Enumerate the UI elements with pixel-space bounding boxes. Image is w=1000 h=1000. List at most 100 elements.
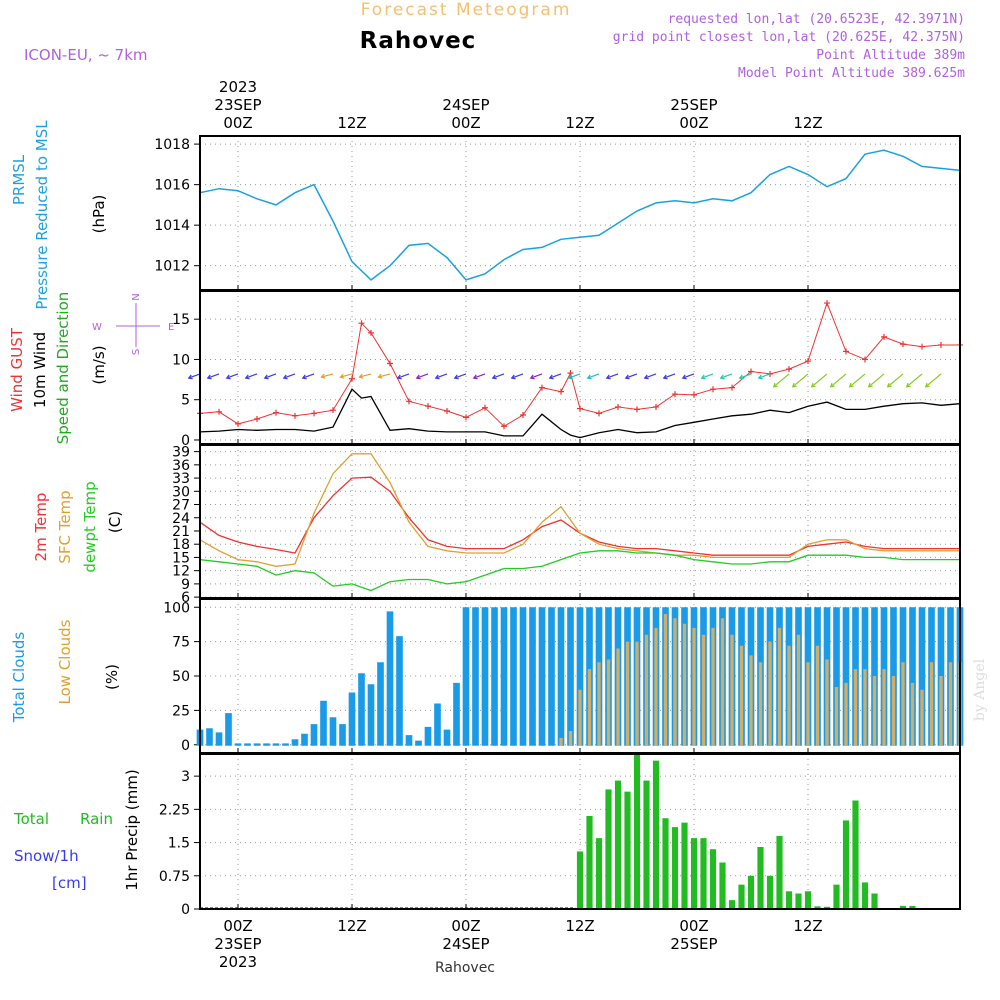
grid-point-coords: grid point closest lon,lat (20.625E, 42.… xyxy=(613,30,965,45)
gust-point xyxy=(349,375,355,382)
temp-unit: (C) xyxy=(106,511,124,533)
y-tick-label: 39 xyxy=(172,445,190,461)
low-clouds-bar xyxy=(853,669,858,746)
wind-arrow-head xyxy=(415,374,421,380)
precip-bar xyxy=(595,838,603,909)
precip-bar xyxy=(700,838,707,909)
gust-point xyxy=(596,410,602,417)
top-axis-label: 12Z xyxy=(565,114,594,132)
wind-arrow-head xyxy=(848,382,854,388)
wind-direction-arrow xyxy=(435,373,448,379)
y-tick-label: 1016 xyxy=(154,178,190,194)
wind-direction-arrow xyxy=(849,373,866,388)
precip-bar xyxy=(719,862,726,909)
bottom-axis-label: 23SEP xyxy=(214,935,261,953)
precip-bar xyxy=(662,818,669,909)
precip-bar xyxy=(728,900,736,909)
wind-arrow-head xyxy=(681,374,687,380)
precip-bar xyxy=(899,905,907,909)
wind-arrow-head xyxy=(282,374,288,380)
y-tick-label: 12 xyxy=(172,564,190,580)
wind-arrow-head xyxy=(719,374,725,380)
y-tick-label: 0 xyxy=(181,902,190,918)
top-axis-label: 00Z xyxy=(679,114,708,132)
wind-gust-label: Wind GUST xyxy=(8,327,26,412)
total-clouds-bar xyxy=(909,607,916,746)
wind-direction-arrow xyxy=(511,373,524,379)
wind-direction-arrow xyxy=(454,373,467,379)
model-point-altitude: Model Point Altitude 389.625m xyxy=(738,66,965,81)
wind-arrow-head xyxy=(434,374,440,380)
gust-point xyxy=(368,329,374,336)
compass-n: N xyxy=(131,293,142,300)
low-clouds-bar xyxy=(825,659,829,746)
wind-arrow-head xyxy=(510,374,516,380)
wind-direction-arrow xyxy=(606,373,619,379)
precip-bar xyxy=(776,835,783,909)
precip-snow-label: Snow/1h xyxy=(14,847,79,865)
wind-arrow-head xyxy=(643,374,649,380)
total-clouds-bar xyxy=(405,735,413,746)
gust-point xyxy=(938,341,944,348)
temp-sfc-label: SFC Temp xyxy=(56,490,74,563)
low-clouds-bar xyxy=(749,655,753,746)
wind-arrow-head xyxy=(605,374,611,380)
gust-point xyxy=(273,409,279,416)
wind-arrow-head xyxy=(491,374,497,380)
low-clouds-bar xyxy=(625,641,630,746)
y-tick-label: 36 xyxy=(172,458,190,474)
low-clouds-bar xyxy=(891,676,896,746)
low-clouds-bar xyxy=(606,659,611,746)
total-clouds-bar xyxy=(567,607,574,746)
wind-arrow-head xyxy=(867,382,873,388)
wind-direction-arrow xyxy=(644,373,657,379)
precip-rain-label: Rain xyxy=(80,810,113,828)
total-clouds-bar xyxy=(453,682,460,746)
wind-direction-arrow xyxy=(245,373,258,379)
wind-arrow-head xyxy=(225,374,231,380)
precip-bar xyxy=(823,906,831,909)
low-clouds-bar xyxy=(844,682,848,746)
total-clouds-bar xyxy=(377,662,384,746)
total-clouds-bar xyxy=(842,607,850,746)
wind-arrow-head xyxy=(263,374,269,380)
precip-bar xyxy=(804,891,812,909)
precip-bar xyxy=(614,780,622,909)
wind-direction-arrow xyxy=(792,373,809,388)
gust-point xyxy=(520,412,526,419)
gust-point xyxy=(482,404,488,411)
total-clouds-bar xyxy=(348,692,356,746)
total-clouds-bar xyxy=(472,607,479,746)
low-clouds-bar xyxy=(635,641,639,746)
y-tick-label: 1014 xyxy=(154,218,190,234)
y-tick-label: 21 xyxy=(172,524,190,540)
gust-point xyxy=(425,403,431,410)
wind-arrow-head xyxy=(624,374,630,380)
temp-2m-label: 2m Temp xyxy=(32,493,50,562)
total-clouds-bar xyxy=(386,611,394,746)
wind-direction-arrow xyxy=(811,373,828,388)
gust-point xyxy=(767,370,773,377)
precip-total-label: Total xyxy=(13,810,49,828)
header: Forecast Meteogram Rahovec ICON-EU, ~ 7k… xyxy=(24,0,965,81)
compass-s: S xyxy=(131,349,142,355)
gust-point xyxy=(558,388,564,395)
low-clouds-bar xyxy=(711,627,715,746)
total-clouds-bar xyxy=(576,607,584,746)
wind-arrow-head xyxy=(586,374,592,380)
precip-axis-label: 1hr Precip (mm) xyxy=(123,769,141,890)
wind-direction-arrow xyxy=(530,373,543,379)
top-axis-label: 12Z xyxy=(337,114,366,132)
precip-bar xyxy=(871,893,878,909)
wind-direction-arrow xyxy=(663,373,676,379)
footer-location: Rahovec xyxy=(435,960,495,976)
gust-point xyxy=(501,423,507,430)
compass-w: W xyxy=(92,322,102,333)
gust-point xyxy=(748,368,754,375)
temp-dewpt-line xyxy=(199,550,960,592)
top-axis-label: 00Z xyxy=(223,114,252,132)
gust-point xyxy=(900,341,906,348)
total-clouds-bar xyxy=(434,703,441,746)
total-clouds-bar xyxy=(339,724,346,746)
